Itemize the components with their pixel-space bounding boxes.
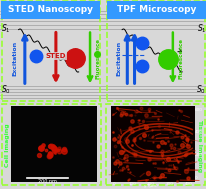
Text: 300: 300 (165, 182, 173, 186)
Text: 200: 200 (194, 153, 202, 157)
Text: STED: STED (45, 53, 66, 59)
Text: y (μm): y (μm) (144, 184, 157, 188)
Text: 400: 400 (194, 130, 202, 135)
Bar (110, 105, 194, 182)
Text: Tissue Imaging: Tissue Imaging (196, 119, 201, 172)
Text: Excitation: Excitation (115, 41, 120, 76)
Text: 0: 0 (112, 182, 115, 186)
Text: Fluorescence: Fluorescence (95, 38, 100, 79)
Text: $S_0$: $S_0$ (195, 84, 205, 96)
Text: $S_1$: $S_1$ (196, 23, 205, 35)
Text: 200 nm: 200 nm (38, 179, 57, 184)
Text: 0: 0 (194, 176, 197, 180)
FancyBboxPatch shape (1, 1, 100, 19)
Bar (11, 105, 97, 182)
Text: 600: 600 (194, 108, 202, 112)
Text: Excitation: Excitation (12, 41, 17, 76)
Text: $S_0$: $S_0$ (1, 84, 11, 96)
Text: Cell Imaging: Cell Imaging (5, 124, 10, 167)
Text: TPF Microscopy: TPF Microscopy (116, 5, 195, 14)
Text: 100: 100 (128, 182, 136, 186)
Text: Fluorescence: Fluorescence (177, 38, 182, 79)
FancyBboxPatch shape (106, 1, 205, 19)
Text: STED Nanoscopy: STED Nanoscopy (8, 5, 93, 14)
Text: 400: 400 (184, 182, 191, 186)
Text: $S_1$: $S_1$ (1, 23, 10, 35)
Text: 200: 200 (146, 182, 154, 186)
